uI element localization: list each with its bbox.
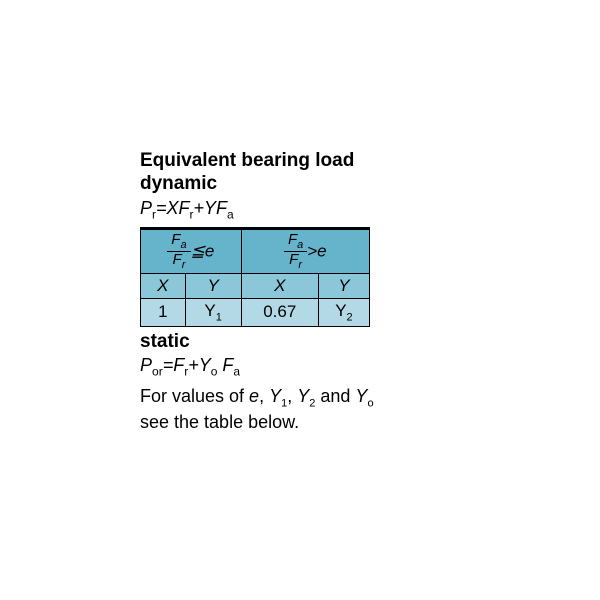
header-left: FaFr≦e	[141, 230, 242, 274]
header-right: FaFr>e	[241, 230, 369, 274]
table-value-row: 1 Y1 0.67 Y2	[141, 299, 370, 326]
title-line2: dynamic	[140, 173, 470, 196]
subheader-0: X	[141, 274, 186, 299]
static-label: static	[140, 331, 470, 354]
value-1: Y1	[185, 299, 241, 326]
static-formula: Por=Fr+Yo Fa	[140, 355, 470, 379]
title-line1: Equivalent bearing load	[140, 150, 470, 173]
value-0: 1	[141, 299, 186, 326]
table-subheader-row: X Y X Y	[141, 274, 370, 299]
bearing-load-block: Equivalent bearing load dynamic Pr=XFr+Y…	[140, 150, 470, 434]
subheader-1: Y	[185, 274, 241, 299]
subheader-2: X	[241, 274, 318, 299]
dynamic-formula: Pr=XFr+YFa	[140, 198, 470, 222]
subheader-3: Y	[318, 274, 369, 299]
value-2: 0.67	[241, 299, 318, 326]
bearing-table: FaFr≦e FaFr>e X Y X Y 1 Y1 0.67 Y2	[140, 229, 370, 326]
footer-text: For values of e, Y1, Y2 and Yosee the ta…	[140, 385, 470, 434]
value-3: Y2	[318, 299, 369, 326]
table-header-row: FaFr≦e FaFr>e	[141, 230, 370, 274]
